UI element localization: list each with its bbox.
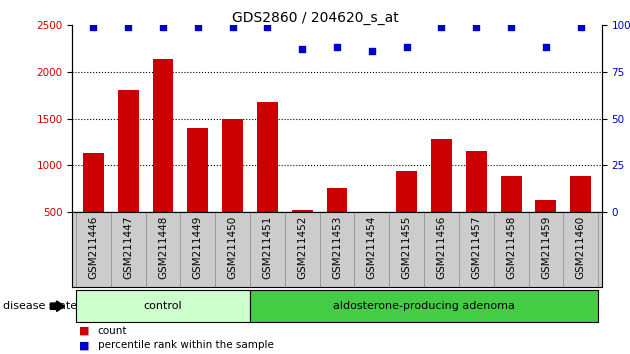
Text: count: count [98, 326, 127, 336]
Point [227, 24, 238, 29]
Text: GDS2860 / 204620_s_at: GDS2860 / 204620_s_at [232, 11, 398, 25]
Bar [466, 152, 487, 212]
Text: ■: ■ [79, 340, 89, 350]
Text: GSM211449: GSM211449 [193, 216, 203, 280]
Text: GSM211460: GSM211460 [576, 216, 586, 279]
Bar [257, 102, 278, 212]
Point [88, 24, 98, 29]
Bar [292, 210, 312, 212]
Bar [431, 139, 452, 212]
Bar [152, 59, 173, 212]
Bar [187, 128, 209, 212]
Bar [501, 176, 522, 212]
Point [576, 24, 586, 29]
Text: GSM211453: GSM211453 [332, 216, 342, 280]
Point [297, 46, 307, 52]
Text: control: control [144, 301, 182, 311]
Text: ■: ■ [79, 326, 89, 336]
Bar [362, 212, 382, 216]
Point [402, 45, 412, 50]
Text: GSM211446: GSM211446 [88, 216, 98, 280]
Point [123, 24, 133, 29]
Point [541, 45, 551, 50]
Bar [570, 176, 591, 212]
Bar [536, 200, 556, 212]
Point [506, 24, 516, 29]
Text: disease state: disease state [3, 301, 77, 311]
Bar [118, 90, 139, 212]
Text: GSM211447: GSM211447 [123, 216, 133, 280]
Text: GSM211456: GSM211456 [437, 216, 447, 280]
Text: GSM211458: GSM211458 [506, 216, 516, 280]
Point [158, 24, 168, 29]
Bar [326, 188, 348, 212]
FancyBboxPatch shape [76, 290, 250, 322]
Point [437, 24, 447, 29]
Point [471, 24, 481, 29]
Bar [222, 119, 243, 212]
Text: GSM211451: GSM211451 [263, 216, 272, 280]
Point [193, 24, 203, 29]
Text: GSM211457: GSM211457 [471, 216, 481, 280]
Text: percentile rank within the sample: percentile rank within the sample [98, 340, 273, 350]
Text: aldosterone-producing adenoma: aldosterone-producing adenoma [333, 301, 515, 311]
Point [367, 48, 377, 54]
Bar [396, 171, 417, 212]
Bar [83, 153, 104, 212]
Text: GSM211454: GSM211454 [367, 216, 377, 280]
Point [332, 45, 342, 50]
Text: GSM211450: GSM211450 [227, 216, 238, 279]
Point [262, 24, 272, 29]
Text: GSM211455: GSM211455 [402, 216, 411, 280]
Text: GSM211448: GSM211448 [158, 216, 168, 280]
Text: GSM211459: GSM211459 [541, 216, 551, 280]
Text: GSM211452: GSM211452 [297, 216, 307, 280]
FancyBboxPatch shape [250, 290, 598, 322]
